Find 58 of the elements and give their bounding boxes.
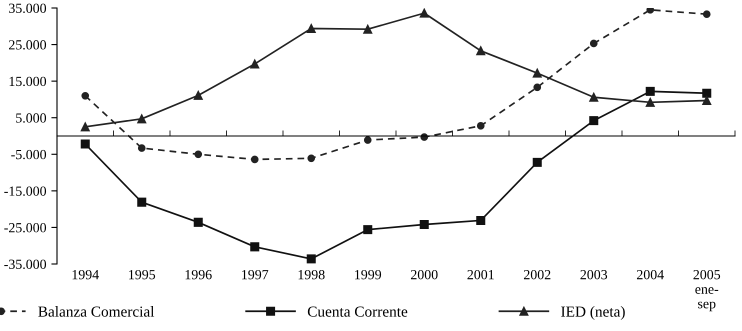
y-tick-label: -15.000 <box>4 186 46 196</box>
point <box>307 154 316 162</box>
y-tick-label: 15.000 <box>10 76 46 86</box>
point <box>250 156 259 164</box>
y-tick-label: 25.000 <box>9 40 46 50</box>
y-tick-label: 5.000 <box>16 113 46 123</box>
point <box>476 216 486 225</box>
point <box>306 254 316 264</box>
point <box>589 92 598 102</box>
point <box>250 59 260 68</box>
point <box>306 24 316 33</box>
point <box>250 242 260 252</box>
x-tick-label: 1997 <box>242 270 268 280</box>
x-tick-label: 2003 <box>580 270 608 280</box>
y-tick-label: -25.000 <box>4 223 46 232</box>
point <box>532 158 542 167</box>
point <box>589 116 598 126</box>
point <box>81 92 90 100</box>
point <box>646 8 654 14</box>
point <box>646 86 655 96</box>
point <box>476 46 486 56</box>
legend-label: IED (neta) <box>561 306 625 320</box>
point <box>363 24 372 34</box>
x-tick-label: 2002 <box>524 270 550 280</box>
point <box>137 114 146 124</box>
x-tick-label: 2005 ene- sep <box>693 270 720 312</box>
point <box>702 88 712 98</box>
y-tick-label: -5.000 <box>11 150 46 160</box>
point <box>702 10 711 18</box>
x-tick-label: 2000 <box>410 270 438 280</box>
point <box>80 140 90 149</box>
point <box>80 122 90 132</box>
point <box>476 122 485 130</box>
point <box>420 8 429 18</box>
x-tick-label: 1996 <box>186 270 212 280</box>
point <box>420 220 429 230</box>
x-tick-label: 1999 <box>355 270 382 280</box>
point <box>194 218 203 227</box>
y-tick-label: -35.000 <box>4 260 46 270</box>
point <box>364 136 372 144</box>
point <box>363 225 372 234</box>
point <box>194 90 203 100</box>
y-tick-label: 35.000 <box>9 4 46 14</box>
x-tick-label: 1994 <box>72 270 99 280</box>
x-tick-label: 2004 <box>636 270 664 280</box>
point <box>646 98 655 107</box>
point <box>194 150 202 158</box>
legend-label: Cuenta Corrente <box>308 306 408 317</box>
x-tick-label: 1998 <box>298 270 325 280</box>
point <box>590 40 598 48</box>
x-tick-label: 2001 <box>467 270 494 280</box>
point <box>137 198 146 207</box>
legend-label: Balanza Comercial <box>38 306 154 317</box>
point <box>138 144 146 152</box>
x-tick-label: 1995 <box>129 270 156 280</box>
point <box>533 84 542 92</box>
point <box>532 68 542 78</box>
point <box>702 96 712 106</box>
